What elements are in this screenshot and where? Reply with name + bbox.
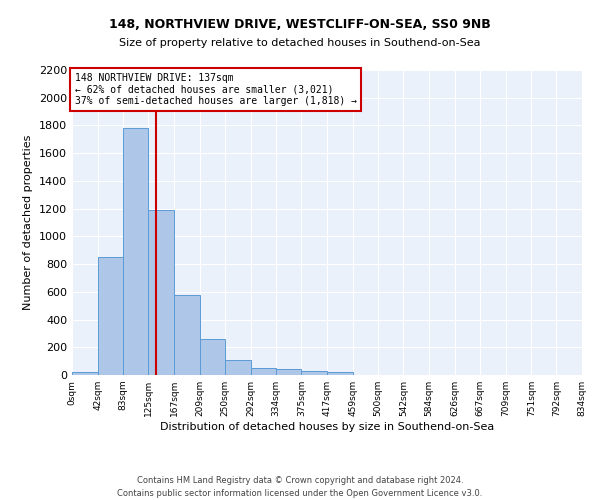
Bar	[251, 368, 276, 375]
Bar	[301, 371, 327, 375]
X-axis label: Distribution of detached houses by size in Southend-on-Sea: Distribution of detached houses by size …	[160, 422, 494, 432]
Bar	[98, 257, 123, 375]
Bar	[276, 370, 301, 375]
Text: 148 NORTHVIEW DRIVE: 137sqm
← 62% of detached houses are smaller (3,021)
37% of : 148 NORTHVIEW DRIVE: 137sqm ← 62% of det…	[74, 73, 356, 106]
Bar	[72, 372, 98, 375]
Bar	[327, 372, 353, 375]
Text: Contains HM Land Registry data © Crown copyright and database right 2024.
Contai: Contains HM Land Registry data © Crown c…	[118, 476, 482, 498]
Text: 148, NORTHVIEW DRIVE, WESTCLIFF-ON-SEA, SS0 9NB: 148, NORTHVIEW DRIVE, WESTCLIFF-ON-SEA, …	[109, 18, 491, 30]
Bar	[200, 339, 225, 375]
Bar	[225, 360, 251, 375]
Bar	[123, 128, 148, 375]
Bar	[174, 296, 200, 375]
Y-axis label: Number of detached properties: Number of detached properties	[23, 135, 34, 310]
Text: Size of property relative to detached houses in Southend-on-Sea: Size of property relative to detached ho…	[119, 38, 481, 48]
Bar	[148, 210, 174, 375]
